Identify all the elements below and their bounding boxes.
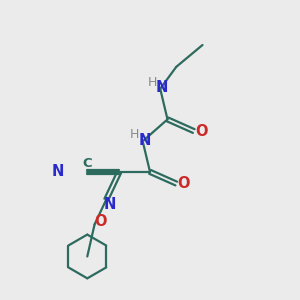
Text: N: N: [139, 133, 151, 148]
Text: N: N: [156, 80, 168, 95]
Text: O: O: [195, 124, 208, 139]
Text: C: C: [82, 158, 92, 170]
Text: O: O: [178, 176, 190, 191]
Text: N: N: [52, 164, 64, 179]
Text: H: H: [147, 76, 157, 89]
Text: N: N: [104, 197, 116, 212]
Text: H: H: [130, 128, 139, 141]
Text: O: O: [94, 214, 107, 229]
